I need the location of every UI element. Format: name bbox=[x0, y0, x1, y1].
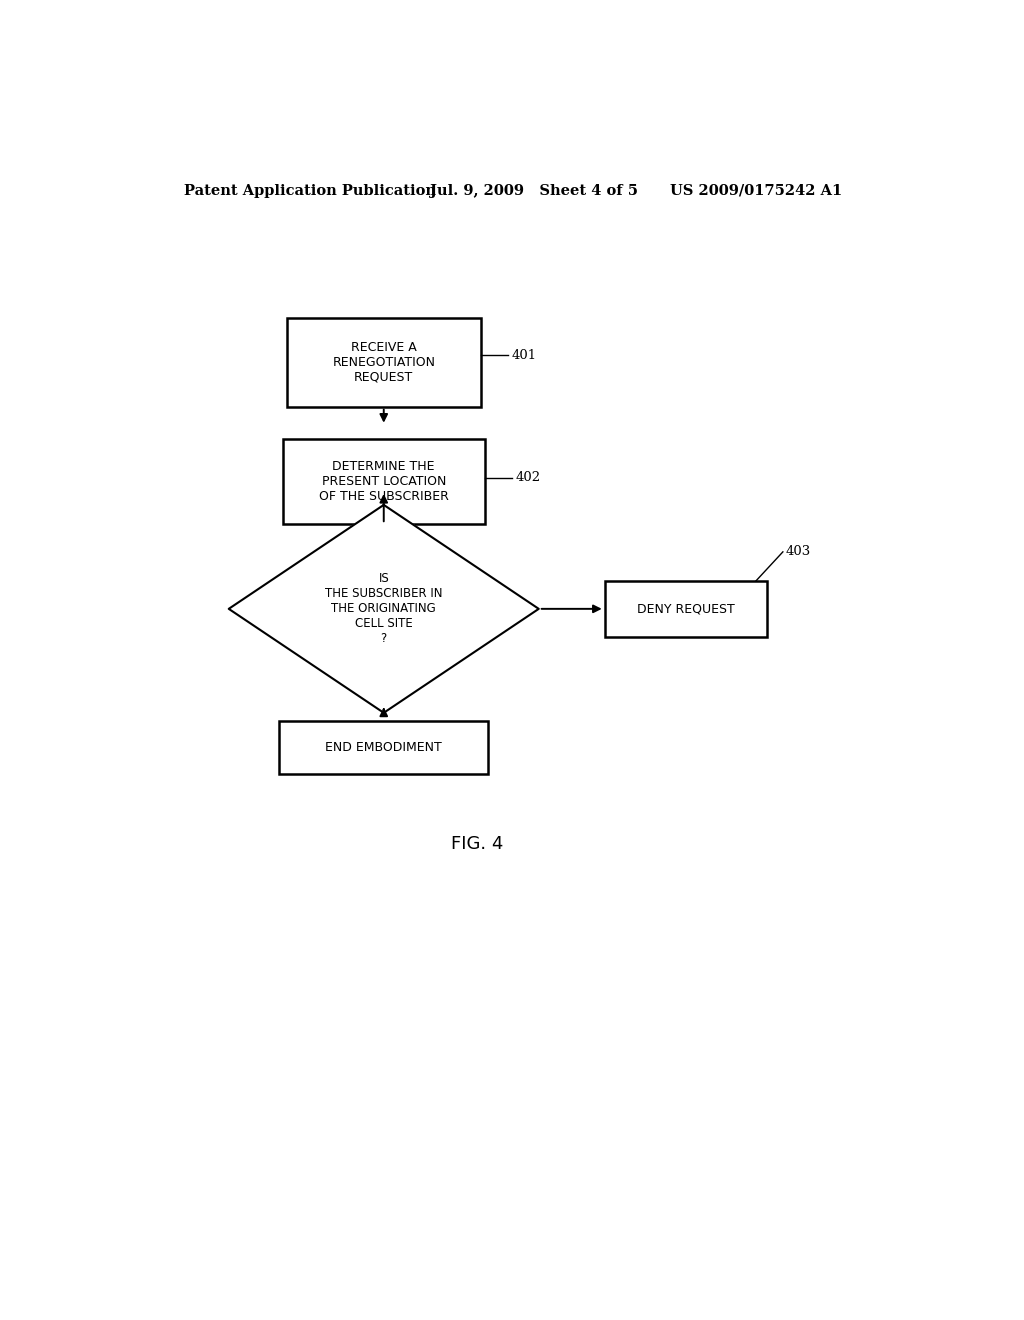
Bar bbox=[604, 581, 767, 636]
Text: RECEIVE A
RENEGOTIATION
REQUEST: RECEIVE A RENEGOTIATION REQUEST bbox=[332, 341, 435, 384]
Bar bbox=[280, 721, 488, 774]
Text: DETERMINE THE
PRESENT LOCATION
OF THE SUBSCRIBER: DETERMINE THE PRESENT LOCATION OF THE SU… bbox=[318, 461, 449, 503]
Text: IS
THE SUBSCRIBER IN
THE ORIGINATING
CELL SITE
?: IS THE SUBSCRIBER IN THE ORIGINATING CEL… bbox=[325, 573, 442, 645]
Bar bbox=[287, 318, 480, 407]
Text: DENY REQUEST: DENY REQUEST bbox=[637, 602, 735, 615]
Polygon shape bbox=[228, 506, 539, 713]
Text: US 2009/0175242 A1: US 2009/0175242 A1 bbox=[671, 183, 843, 198]
Text: 403: 403 bbox=[786, 545, 811, 558]
Text: FIG. 4: FIG. 4 bbox=[451, 834, 503, 853]
Text: 401: 401 bbox=[512, 348, 537, 362]
Text: 402: 402 bbox=[515, 471, 541, 484]
Bar bbox=[283, 440, 484, 524]
Text: Patent Application Publication: Patent Application Publication bbox=[183, 183, 436, 198]
Text: Jul. 9, 2009   Sheet 4 of 5: Jul. 9, 2009 Sheet 4 of 5 bbox=[430, 183, 638, 198]
Text: END EMBODIMENT: END EMBODIMENT bbox=[326, 741, 442, 754]
